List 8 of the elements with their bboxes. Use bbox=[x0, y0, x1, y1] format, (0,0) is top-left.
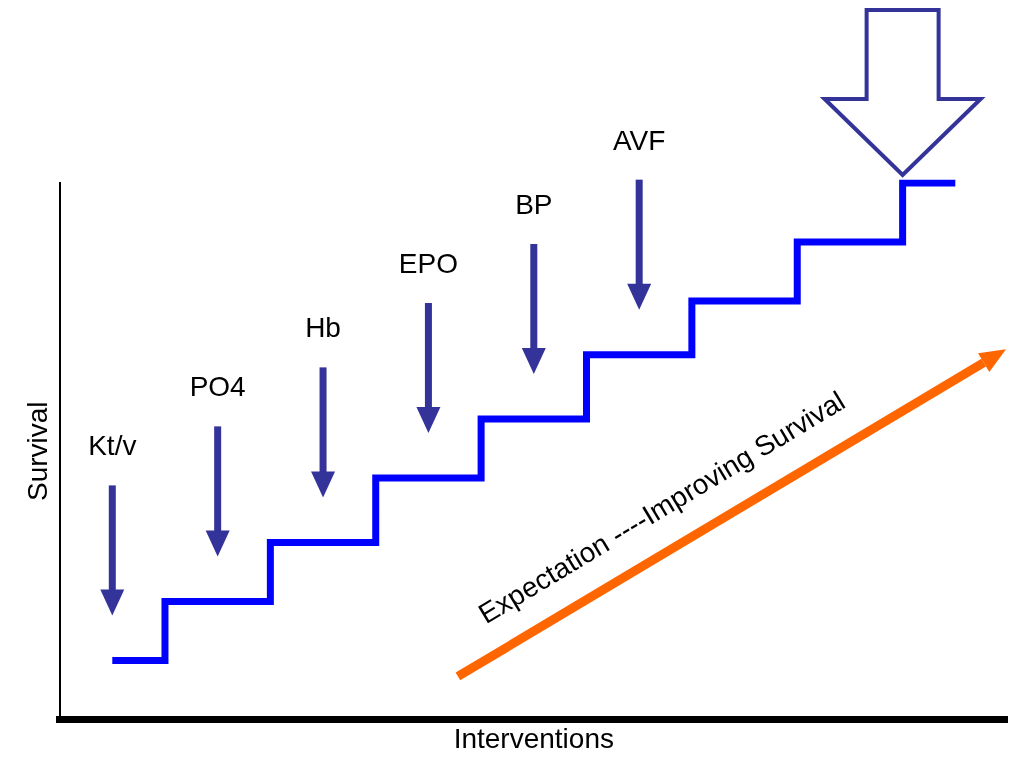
annotation: EPO bbox=[398, 248, 458, 280]
text: AVF bbox=[612, 124, 666, 156]
annotation: Hb bbox=[305, 312, 341, 344]
annotation: PO4 bbox=[189, 371, 246, 403]
x-axis-title: Interventions bbox=[453, 722, 614, 754]
annotation: Kt/v bbox=[88, 430, 137, 462]
annotation: BP bbox=[515, 189, 553, 221]
y-axis-title: Survival bbox=[21, 401, 53, 501]
